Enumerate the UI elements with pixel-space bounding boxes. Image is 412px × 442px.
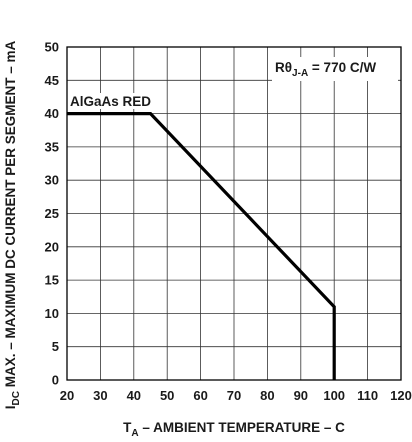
series-label-algaas-red: AlGaAs RED xyxy=(70,94,151,109)
annotation-main: Rθ xyxy=(275,60,292,75)
x-tick-label: 30 xyxy=(93,388,107,403)
y-axis-label-rest: MAX. – MAXIMUM DC CURRENT PER SEGMENT – … xyxy=(3,41,18,392)
x-tick-label: 40 xyxy=(127,388,141,403)
y-tick-label: 25 xyxy=(45,206,59,221)
y-tick-label: 45 xyxy=(45,73,59,88)
x-tick-labels: 20 30 40 50 60 70 80 90 100 110 120 xyxy=(60,388,412,403)
annotation-background xyxy=(272,57,398,81)
x-axis-label-rest: – AMBIENT TEMPERATURE – C xyxy=(139,420,346,435)
x-tick-label: 80 xyxy=(260,388,274,403)
x-tick-label: 100 xyxy=(323,388,345,403)
x-tick-label: 110 xyxy=(357,388,378,403)
y-tick-label: 20 xyxy=(45,239,59,254)
x-axis-label-subscript: A xyxy=(131,428,138,439)
series-line-algaas-red xyxy=(67,111,336,380)
y-axis-label-subscript: DC xyxy=(11,391,22,405)
y-tick-labels: 0 5 10 15 20 25 30 35 40 45 50 xyxy=(45,40,59,388)
x-tick-label: 50 xyxy=(160,388,174,403)
x-tick-label: 70 xyxy=(227,388,241,403)
y-tick-label: 10 xyxy=(45,306,59,321)
y-tick-label: 0 xyxy=(52,373,59,388)
x-axis-label: TA – AMBIENT TEMPERATURE – C xyxy=(123,420,345,439)
x-axis-label-main: T xyxy=(123,420,132,435)
y-tick-label: 15 xyxy=(45,273,59,288)
series-layer xyxy=(67,111,336,380)
thermal-resistance-annotation: RθJ-A = 770 C/W xyxy=(275,60,376,79)
x-tick-label: 60 xyxy=(193,388,207,403)
y-tick-label: 5 xyxy=(52,339,59,354)
x-tick-label: 90 xyxy=(294,388,308,403)
y-tick-label: 40 xyxy=(45,106,59,121)
plot-frame xyxy=(66,46,402,381)
annotation-rest: = 770 C/W xyxy=(308,60,376,75)
annotation-subscript: J-A xyxy=(292,68,308,79)
y-axis-label: IDC MAX. – MAXIMUM DC CURRENT PER SEGMEN… xyxy=(3,41,22,410)
y-tick-label: 30 xyxy=(45,173,59,188)
y-tick-label: 35 xyxy=(45,139,59,154)
series-label-background xyxy=(68,93,164,109)
x-tick-label: 20 xyxy=(60,388,74,403)
y-tick-label: 50 xyxy=(45,40,59,55)
x-tick-label: 120 xyxy=(390,388,412,403)
y-axis-label-main: I xyxy=(3,405,18,409)
